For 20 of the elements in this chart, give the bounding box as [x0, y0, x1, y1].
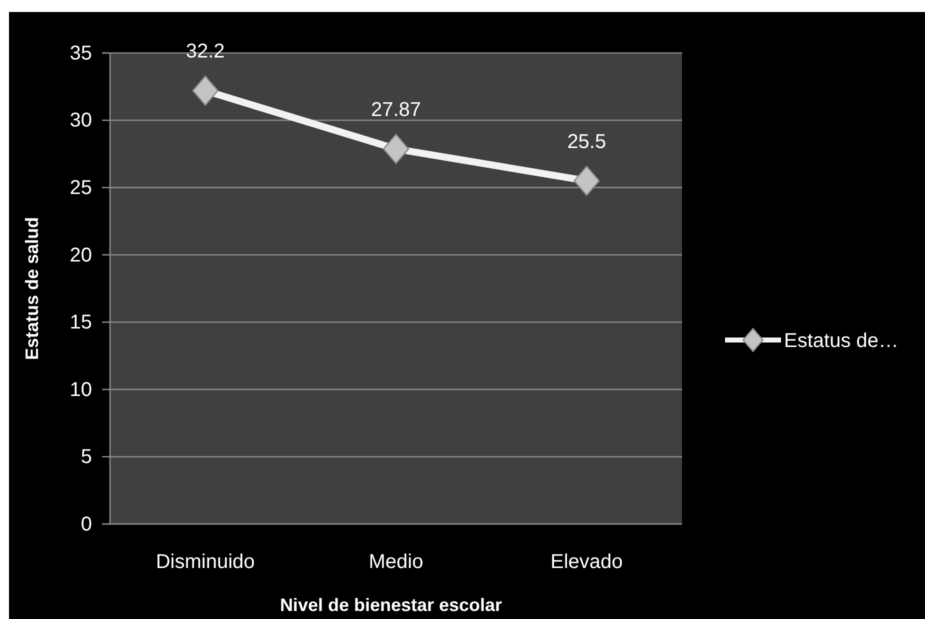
x-axis-title: Nivel de bienestar escolar	[280, 595, 502, 615]
y-tick-label: 15	[70, 312, 92, 334]
y-tick-label: 25	[70, 176, 92, 199]
y-axis-title: Estatus de salud	[22, 216, 42, 360]
point	[192, 76, 218, 106]
x-tick-label: Elevado	[550, 551, 623, 574]
x-tick-label: Disminuido	[156, 551, 255, 574]
y-tick-label: 30	[70, 110, 92, 132]
point	[574, 166, 600, 196]
legend-label: Estatus de…	[784, 330, 899, 352]
data-label: 27.87	[370, 98, 422, 121]
y-tick-label: 20	[70, 244, 92, 266]
data-label: 25.5	[567, 130, 606, 153]
x-tick-label: Medio	[368, 551, 424, 574]
y-tick-label: 10	[70, 378, 92, 401]
data-label: 32.2	[186, 40, 225, 63]
point	[382, 134, 410, 164]
y-tick-label: 5	[80, 446, 92, 468]
y-tick-label: 35	[70, 42, 92, 64]
y-tick-label: 0	[80, 513, 92, 536]
